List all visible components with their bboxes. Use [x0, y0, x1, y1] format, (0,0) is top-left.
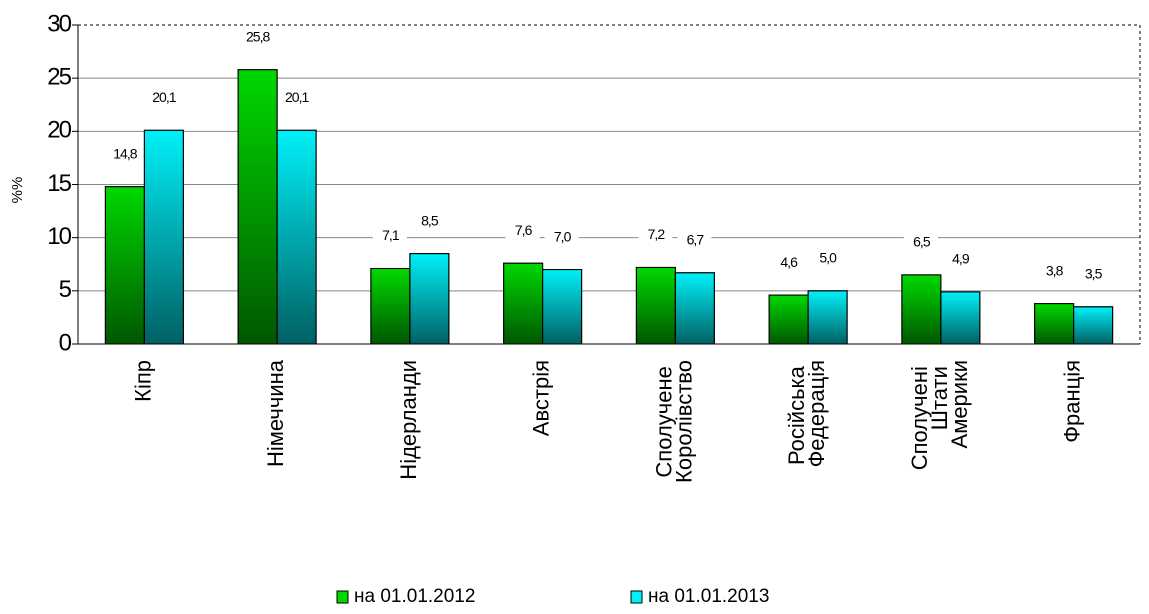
value-label-bg	[638, 225, 673, 246]
value-label: 7,2	[648, 226, 666, 242]
value-label: 4,9	[952, 251, 970, 267]
x-tick-label: Німеччина	[263, 359, 288, 467]
value-label: 25,8	[246, 28, 270, 44]
x-tick-label: Сполучене Королівство	[651, 360, 696, 483]
x-tick-label: Нідерланди	[396, 360, 421, 480]
y-tick-label: 15	[47, 170, 71, 197]
value-label-bg	[240, 27, 275, 48]
bar-shade	[503, 262, 544, 345]
x-tick-label: Австрія	[528, 360, 553, 436]
x-tick-label: Кіпр	[130, 360, 155, 402]
bar-shade	[143, 129, 184, 345]
y-axis-label: %%	[9, 177, 26, 204]
value-label: 8,5	[421, 212, 439, 228]
bar-shade	[1034, 303, 1075, 345]
value-label-bg	[372, 226, 407, 247]
y-tick-label: 30	[47, 10, 71, 37]
value-label: 6,7	[687, 231, 705, 247]
legend-label: на 01.01.2012	[354, 586, 475, 607]
value-label-bg	[146, 88, 181, 109]
bar-shade	[370, 268, 411, 345]
value-label: 3,8	[1046, 262, 1064, 278]
value-label-bg	[1036, 261, 1071, 282]
value-label: 5,0	[819, 250, 837, 266]
legend-label: на 01.01.2013	[648, 586, 769, 607]
value-label: 7,0	[554, 228, 572, 244]
value-label-bg	[810, 248, 845, 269]
value-label: 7,6	[515, 222, 533, 238]
value-label: 20,1	[285, 89, 309, 105]
bar-shade	[237, 69, 278, 345]
bar-shade	[674, 272, 715, 345]
bar-shade	[1073, 306, 1114, 345]
value-label-bg	[677, 230, 712, 251]
legend-swatch	[336, 590, 349, 604]
bar-shade	[635, 266, 676, 345]
value-label: 14,8	[113, 145, 137, 161]
value-label-bg	[942, 249, 977, 270]
bar-shade	[940, 291, 981, 345]
value-label: 7,1	[382, 227, 400, 243]
bar-shade	[409, 253, 450, 345]
x-tick-label: Російська Федерація	[784, 360, 829, 467]
value-label-bg	[1075, 264, 1110, 285]
bar-shade	[768, 294, 809, 345]
x-tick-label: Сполучені Штати Америки	[907, 360, 972, 470]
bar-shade	[276, 129, 317, 345]
value-label: 6,5	[913, 234, 931, 250]
value-label-bg	[903, 232, 938, 253]
value-label-bg	[411, 211, 446, 232]
bar-shade	[901, 274, 942, 345]
value-label-bg	[279, 88, 314, 109]
y-tick-label: 25	[47, 64, 71, 91]
value-label-bg	[771, 253, 806, 274]
legend-swatch	[630, 590, 643, 604]
value-label-bg	[107, 144, 142, 165]
value-label: 20,1	[152, 89, 176, 105]
bar-shade	[104, 186, 145, 345]
value-label-bg	[505, 221, 540, 242]
x-tick-label: Франція	[1059, 360, 1084, 443]
y-tick-label: 5	[59, 276, 72, 303]
y-tick-label: 10	[47, 223, 71, 250]
value-label: 3,5	[1085, 265, 1103, 281]
bar-shade	[807, 290, 848, 345]
bar-shade	[542, 269, 583, 345]
y-tick-label: 0	[59, 329, 72, 356]
value-label: 4,6	[780, 254, 798, 270]
value-label-bg	[544, 227, 579, 248]
y-tick-label: 20	[47, 117, 71, 144]
